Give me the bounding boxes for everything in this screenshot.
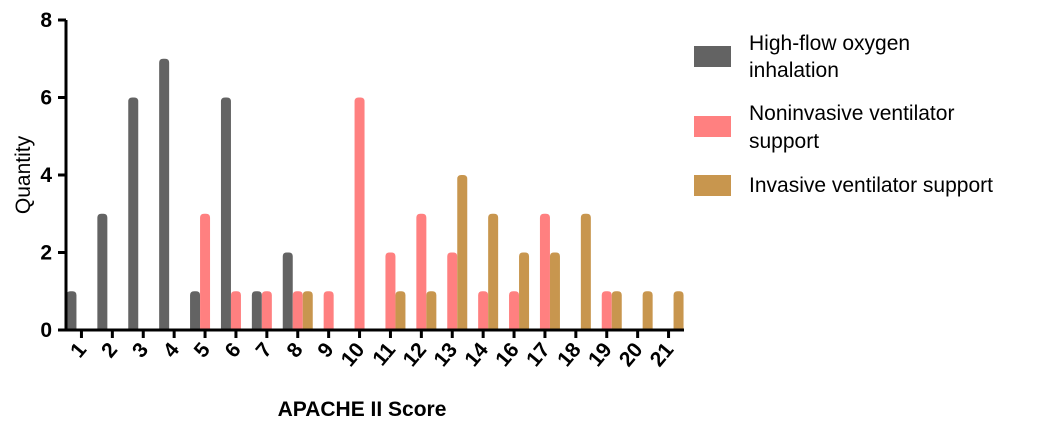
bar-high-flow-5 xyxy=(190,291,201,330)
bar-noninvasive-19 xyxy=(601,291,612,330)
bar-high-flow-3 xyxy=(128,97,139,330)
x-tick-label-11: 11 xyxy=(368,338,400,370)
legend-label-noninvasive-line1: Noninvasive ventilator xyxy=(749,102,954,125)
bar-invasive-16 xyxy=(519,252,530,330)
x-tick-label-5: 5 xyxy=(190,338,215,362)
legend: High-flow oxygen inhalation Noninvasive … xyxy=(694,32,993,197)
legend-label-high-flow-line1: High-flow oxygen xyxy=(749,32,910,55)
bar-noninvasive-10 xyxy=(354,97,365,330)
x-tick-label-20: 20 xyxy=(615,338,648,371)
bars xyxy=(66,58,684,330)
bar-high-flow-2 xyxy=(97,213,108,330)
bar-high-flow-4 xyxy=(159,58,170,330)
legend-item-noninvasive: Noninvasive ventilator support xyxy=(694,102,954,153)
legend-label-high-flow-line2: inhalation xyxy=(749,59,839,82)
bar-invasive-17 xyxy=(549,252,560,330)
bar-noninvasive-9 xyxy=(323,291,334,330)
x-tick-label-13: 13 xyxy=(429,338,462,371)
bar-noninvasive-13 xyxy=(447,252,458,330)
y-axis-ticks: 0 2 4 6 8 xyxy=(40,9,66,342)
bar-noninvasive-14 xyxy=(478,291,489,330)
x-tick-label-17: 17 xyxy=(522,338,555,371)
bar-noninvasive-11 xyxy=(385,252,396,330)
bar-invasive-8 xyxy=(302,291,313,330)
legend-swatch-invasive xyxy=(694,175,731,196)
x-tick-label-10: 10 xyxy=(337,338,370,371)
bar-invasive-19 xyxy=(611,291,622,330)
bar-invasive-13 xyxy=(457,175,468,330)
x-tick-label-14: 14 xyxy=(460,338,493,371)
bar-invasive-21 xyxy=(673,291,684,330)
x-tick-label-18: 18 xyxy=(553,338,586,371)
y-tick-label-0: 0 xyxy=(40,319,52,342)
legend-label-noninvasive-line2: support xyxy=(749,130,819,153)
legend-swatch-noninvasive xyxy=(694,116,731,137)
bar-invasive-11 xyxy=(395,291,406,330)
x-tick-label-8: 8 xyxy=(282,338,307,362)
y-tick-label-8: 8 xyxy=(40,9,52,32)
x-tick-label-2: 2 xyxy=(97,338,122,362)
y-tick-label-4: 4 xyxy=(40,164,52,187)
x-tick-label-21: 21 xyxy=(646,338,679,371)
bar-invasive-20 xyxy=(642,291,653,330)
bar-invasive-14 xyxy=(488,213,499,330)
legend-item-high-flow: High-flow oxygen inhalation xyxy=(694,32,910,82)
bar-noninvasive-16 xyxy=(509,291,520,330)
x-tick-label-19: 19 xyxy=(584,338,617,371)
x-tick-label-16: 16 xyxy=(491,338,524,371)
x-tick-label-4: 4 xyxy=(159,338,184,362)
bar-noninvasive-5 xyxy=(200,213,211,330)
bar-high-flow-7 xyxy=(251,291,262,330)
bar-noninvasive-8 xyxy=(292,291,303,330)
x-axis-title: APACHE II Score xyxy=(278,398,447,421)
y-tick-label-6: 6 xyxy=(40,87,52,110)
x-tick-label-1: 1 xyxy=(66,338,91,362)
x-tick-label-6: 6 xyxy=(221,338,246,362)
bar-high-flow-6 xyxy=(220,97,231,330)
x-tick-label-3: 3 xyxy=(128,338,153,362)
legend-item-invasive: Invasive ventilator support xyxy=(694,174,993,197)
bar-noninvasive-7 xyxy=(261,291,272,330)
bar-noninvasive-6 xyxy=(230,291,241,330)
y-tick-label-2: 2 xyxy=(40,242,52,265)
bar-high-flow-1 xyxy=(66,291,77,330)
bar-invasive-18 xyxy=(580,213,591,330)
bar-high-flow-8 xyxy=(282,252,293,330)
bar-noninvasive-17 xyxy=(539,213,550,330)
x-tick-label-7: 7 xyxy=(252,338,277,362)
x-tick-label-12: 12 xyxy=(399,338,432,371)
legend-label-invasive: Invasive ventilator support xyxy=(749,174,993,197)
y-axis-title: Quantity xyxy=(12,135,35,214)
bar-invasive-12 xyxy=(426,291,437,330)
x-tick-label-9: 9 xyxy=(313,338,338,362)
bar-noninvasive-12 xyxy=(416,213,427,330)
legend-swatch-high-flow xyxy=(694,46,731,67)
